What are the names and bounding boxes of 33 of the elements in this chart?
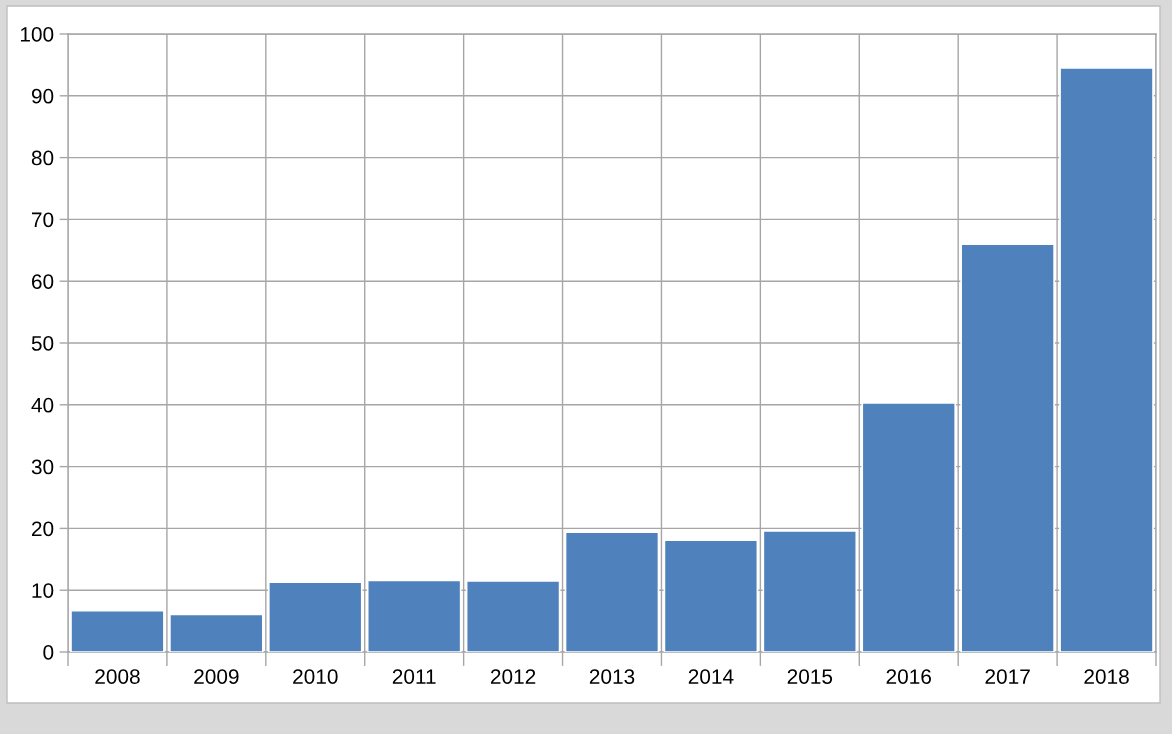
bar [169,613,264,652]
x-tick-label: 2011 [392,669,436,684]
bar [564,531,660,652]
y-tick-label: 50 [31,336,54,351]
x-tick-label: 2010 [293,669,338,684]
x-tick-label: 2009 [194,669,239,684]
y-tick-label: 0 [43,645,54,660]
y-tick-label: 90 [31,88,54,104]
x-tick-label: 2013 [589,669,635,684]
bar [366,579,462,652]
x-tick-label: 2016 [886,669,931,684]
bar [1059,67,1154,652]
x-tick-label: 2017 [985,669,1030,684]
y-tick-label: 80 [31,150,54,166]
x-tick-label: 2008 [95,669,140,684]
x-tick-label: 2018 [1084,669,1129,684]
y-tick-label: 60 [32,274,54,289]
x-tick-label: 2015 [787,669,833,684]
y-tick-label: 20 [31,521,54,537]
bar [465,580,561,652]
x-tick-label: 2014 [688,669,734,684]
y-tick-label: 70 [32,212,54,228]
bar [663,539,759,652]
bar [762,530,858,652]
bar [70,609,165,652]
bar [960,243,1055,652]
x-tick-label: 2012 [490,669,536,684]
y-tick-label: 100 [20,27,54,42]
y-tick-label: 30 [31,459,54,475]
y-tick-label: 40 [31,397,54,413]
bar [267,581,363,652]
y-tick-label: 10 [32,583,54,598]
bar [861,402,957,652]
